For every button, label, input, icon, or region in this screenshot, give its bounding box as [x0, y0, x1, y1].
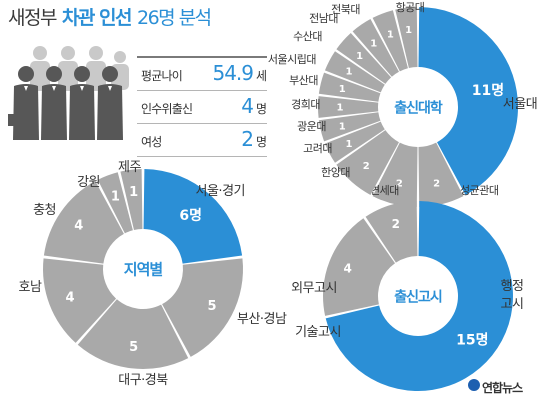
slice-서울대: [418, 7, 518, 195]
stat-value: 4: [241, 94, 254, 118]
yonhap-logo-icon: [468, 379, 480, 391]
stat-row-transition-team: 인수위출신 4 명: [137, 91, 267, 124]
category-label: 행정 고시: [501, 278, 524, 312]
slice-value-label: 5: [208, 299, 217, 314]
slice-서울-경기: [143, 169, 243, 264]
category-label: 제주: [118, 160, 141, 175]
slice-광운대: [318, 112, 381, 142]
slice-value-label: 1: [356, 51, 363, 62]
slice-value-label: 2: [363, 161, 370, 172]
slice-부산대: [318, 72, 381, 102]
slice-서울시립대: [324, 51, 385, 93]
category-label: 전남대: [309, 12, 338, 25]
category-label: 부산대: [289, 74, 318, 87]
slice-value-label: 4: [66, 290, 75, 305]
category-label: 대구·경북: [118, 373, 168, 388]
stat-row-age: 평균나이 54.9 세: [137, 56, 267, 91]
slice-value-label: 1: [339, 84, 346, 95]
slice-value-label: 11명: [472, 82, 504, 99]
slice-충청: [43, 181, 124, 264]
slice-고려대: [324, 121, 385, 163]
category-label: 서울시립대: [268, 53, 316, 66]
category-label: 전북대: [331, 3, 360, 16]
stat-value: 2: [241, 127, 254, 151]
donut-chart-출신대학: 11명서울대2성균관대2연세대2한양대1고려대1광운대1경희대1부산대1서울시립…: [268, 1, 538, 207]
category-label: 한양대: [321, 166, 350, 179]
slice-부산-경남: [162, 258, 243, 357]
slice-제주: [120, 169, 143, 231]
category-label: 서울·경기: [196, 184, 245, 199]
slice-value-label: 6명: [179, 207, 202, 224]
slice-전북대: [372, 10, 408, 72]
donut-chart-출신고시: 15명 행정 고시 4 기술고시 2 외무고시 출신고시: [291, 201, 524, 392]
slice-value-label: 2: [396, 178, 403, 189]
center-label: 지역별: [124, 261, 163, 279]
category-label: 부산·경남: [237, 312, 287, 327]
title-suffix: 26명 분석: [137, 7, 212, 29]
slice-value-label: 4: [344, 262, 352, 276]
slice-value-label: 1: [370, 38, 377, 49]
slice-연세대: [372, 142, 418, 207]
slice-value-label: 2: [433, 178, 440, 189]
slice-value-label: 2: [392, 217, 400, 231]
stat-label: 여성: [141, 135, 162, 149]
slice-강원: [97, 172, 133, 234]
category-label: 기술고시: [295, 325, 341, 340]
slice-한양대: [336, 130, 399, 195]
slice-value-label: 1: [337, 103, 344, 114]
category-label: 연세대: [370, 184, 399, 197]
slice-호남: [43, 258, 117, 343]
center-label: 출신대학: [394, 99, 443, 116]
slice-value-label: 15명: [456, 331, 488, 348]
slice-value-label: 1: [345, 66, 352, 77]
stat-label: 인수위출신: [141, 102, 193, 116]
officials-illustration: [8, 46, 129, 140]
slice-value-label: 1: [345, 139, 352, 150]
category-label: 성균관대: [460, 184, 498, 197]
slice-행정고시: [325, 201, 514, 392]
slice-전남대: [352, 19, 399, 77]
category-label: 서울대: [503, 97, 537, 112]
category-label: 외무고시: [291, 281, 337, 296]
slice-외무고시: [365, 201, 418, 263]
slice-성균관대: [418, 142, 464, 207]
slice-value-label: 1: [387, 30, 394, 41]
slice-수산대: [336, 32, 392, 84]
category-label: 고려대: [303, 142, 332, 155]
title-prefix: 새정부: [8, 7, 57, 29]
category-label: 수산대: [293, 30, 322, 43]
category-label: 항공대: [396, 1, 425, 14]
category-label: 강원: [77, 175, 100, 190]
page-title: 새정부 차관 인선 26명 분석: [8, 3, 212, 30]
stats-table: 평균나이 54.9 세 인수위출신 4 명 여성 2 명: [137, 56, 267, 157]
slice-value-label: 1: [129, 185, 138, 200]
stat-label: 평균나이: [141, 69, 183, 83]
slice-value-label: 5: [129, 340, 138, 355]
stat-value: 54.9: [212, 61, 254, 85]
stat-unit: 명: [255, 102, 267, 116]
slice-value-label: 4: [74, 218, 83, 233]
slice-대구-경북: [77, 299, 189, 369]
category-label: 호남: [19, 280, 42, 295]
slice-기술고시: [323, 218, 396, 316]
slice-value-label: 1: [339, 121, 346, 132]
category-label: 충청: [33, 203, 56, 218]
stat-unit: 명: [255, 135, 267, 149]
slice-항공대: [395, 7, 418, 69]
title-emphasis: 차관 인선: [61, 7, 133, 29]
slice-경희대: [318, 96, 379, 118]
slice-value-label: 1: [111, 190, 120, 205]
center-label: 출신고시: [394, 288, 442, 305]
stat-row-women: 여성 2 명: [137, 124, 267, 157]
category-label: 경희대: [291, 98, 320, 111]
stat-unit: 세: [255, 69, 267, 83]
category-label: 광운대: [297, 120, 326, 133]
credit-label: 연합뉴스: [482, 381, 523, 395]
slice-value-label: 1: [405, 25, 412, 36]
